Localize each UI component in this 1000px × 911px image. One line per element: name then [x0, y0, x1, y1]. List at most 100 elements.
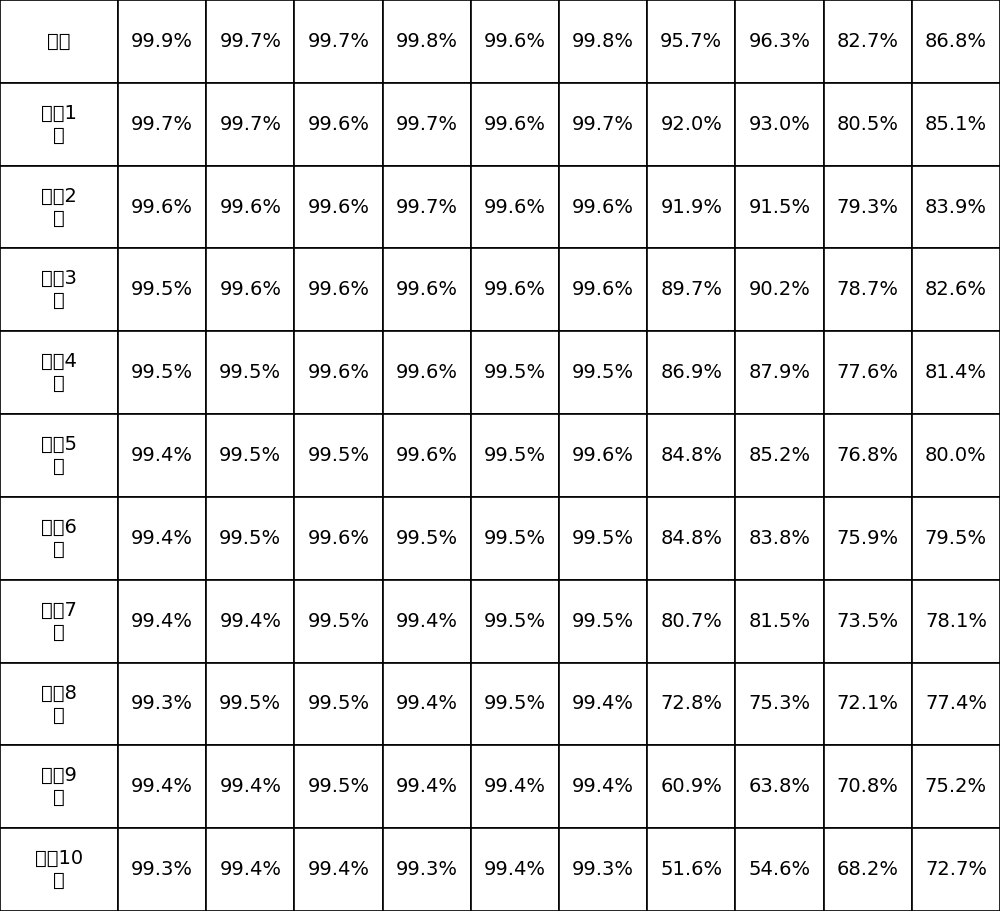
Text: 99.4%: 99.4%: [219, 777, 281, 796]
Bar: [471, 662, 559, 745]
Bar: [824, 662, 912, 745]
Text: 99.5%: 99.5%: [219, 528, 281, 548]
Text: 99.5%: 99.5%: [572, 363, 634, 383]
Bar: [383, 579, 471, 662]
Text: 99.8%: 99.8%: [396, 32, 458, 51]
Bar: [206, 662, 294, 745]
Text: 套用4
次: 套用4 次: [41, 353, 77, 394]
Bar: [206, 0, 294, 83]
Text: 96.3%: 96.3%: [748, 32, 810, 51]
Text: 54.6%: 54.6%: [748, 860, 811, 879]
Bar: [647, 496, 735, 579]
Text: 99.4%: 99.4%: [572, 694, 634, 713]
Text: 99.4%: 99.4%: [396, 694, 458, 713]
Text: 99.6%: 99.6%: [308, 528, 370, 548]
Bar: [647, 83, 735, 166]
Text: 99.6%: 99.6%: [572, 281, 634, 300]
Text: 99.7%: 99.7%: [396, 115, 458, 134]
Text: 91.9%: 91.9%: [660, 198, 722, 217]
Text: 99.5%: 99.5%: [219, 363, 281, 383]
Bar: [824, 166, 912, 249]
Text: 99.6%: 99.6%: [396, 363, 458, 383]
Text: 73.5%: 73.5%: [837, 611, 899, 630]
Bar: [383, 166, 471, 249]
Bar: [206, 579, 294, 662]
Text: 80.0%: 80.0%: [925, 446, 987, 465]
Bar: [559, 415, 647, 496]
Text: 99.4%: 99.4%: [131, 528, 193, 548]
Bar: [735, 332, 824, 415]
Text: 99.6%: 99.6%: [396, 446, 458, 465]
Bar: [206, 332, 294, 415]
Text: 99.6%: 99.6%: [484, 32, 546, 51]
Bar: [647, 0, 735, 83]
Bar: [559, 828, 647, 911]
Text: 68.2%: 68.2%: [837, 860, 899, 879]
Bar: [471, 249, 559, 332]
Bar: [735, 496, 824, 579]
Bar: [735, 415, 824, 496]
Bar: [735, 579, 824, 662]
Bar: [647, 249, 735, 332]
Text: 99.5%: 99.5%: [219, 694, 281, 713]
Bar: [118, 415, 206, 496]
Bar: [824, 579, 912, 662]
Bar: [559, 745, 647, 828]
Bar: [0, 496, 118, 579]
Text: 99.7%: 99.7%: [219, 32, 281, 51]
Text: 99.6%: 99.6%: [219, 281, 281, 300]
Bar: [471, 828, 559, 911]
Text: 99.7%: 99.7%: [131, 115, 193, 134]
Text: 99.6%: 99.6%: [308, 198, 370, 217]
Text: 81.5%: 81.5%: [748, 611, 811, 630]
Text: 87.9%: 87.9%: [748, 363, 810, 383]
Text: 99.5%: 99.5%: [572, 528, 634, 548]
Text: 99.8%: 99.8%: [572, 32, 634, 51]
Bar: [294, 662, 383, 745]
Bar: [471, 745, 559, 828]
Text: 套用6
次: 套用6 次: [41, 517, 77, 558]
Text: 套用1
次: 套用1 次: [41, 104, 77, 145]
Text: 首次: 首次: [47, 32, 71, 51]
Text: 78.7%: 78.7%: [837, 281, 899, 300]
Bar: [912, 166, 1000, 249]
Text: 60.9%: 60.9%: [660, 777, 722, 796]
Text: 99.6%: 99.6%: [308, 281, 370, 300]
Text: 99.5%: 99.5%: [219, 446, 281, 465]
Bar: [647, 662, 735, 745]
Text: 99.7%: 99.7%: [308, 32, 370, 51]
Text: 99.5%: 99.5%: [484, 694, 546, 713]
Bar: [0, 0, 118, 83]
Text: 99.4%: 99.4%: [396, 611, 458, 630]
Bar: [0, 166, 118, 249]
Text: 81.4%: 81.4%: [925, 363, 987, 383]
Text: 套用5
次: 套用5 次: [41, 435, 77, 476]
Bar: [559, 0, 647, 83]
Bar: [824, 415, 912, 496]
Bar: [206, 828, 294, 911]
Text: 83.9%: 83.9%: [925, 198, 987, 217]
Text: 80.5%: 80.5%: [837, 115, 899, 134]
Text: 78.1%: 78.1%: [925, 611, 987, 630]
Bar: [118, 249, 206, 332]
Bar: [294, 828, 383, 911]
Bar: [824, 745, 912, 828]
Text: 51.6%: 51.6%: [660, 860, 722, 879]
Bar: [383, 496, 471, 579]
Text: 80.7%: 80.7%: [660, 611, 722, 630]
Bar: [206, 496, 294, 579]
Text: 99.5%: 99.5%: [484, 528, 546, 548]
Bar: [912, 662, 1000, 745]
Text: 95.7%: 95.7%: [660, 32, 722, 51]
Bar: [294, 745, 383, 828]
Bar: [647, 166, 735, 249]
Text: 72.8%: 72.8%: [660, 694, 722, 713]
Bar: [294, 249, 383, 332]
Bar: [735, 745, 824, 828]
Bar: [824, 332, 912, 415]
Bar: [118, 828, 206, 911]
Bar: [118, 662, 206, 745]
Bar: [824, 496, 912, 579]
Bar: [118, 332, 206, 415]
Text: 77.6%: 77.6%: [837, 363, 899, 383]
